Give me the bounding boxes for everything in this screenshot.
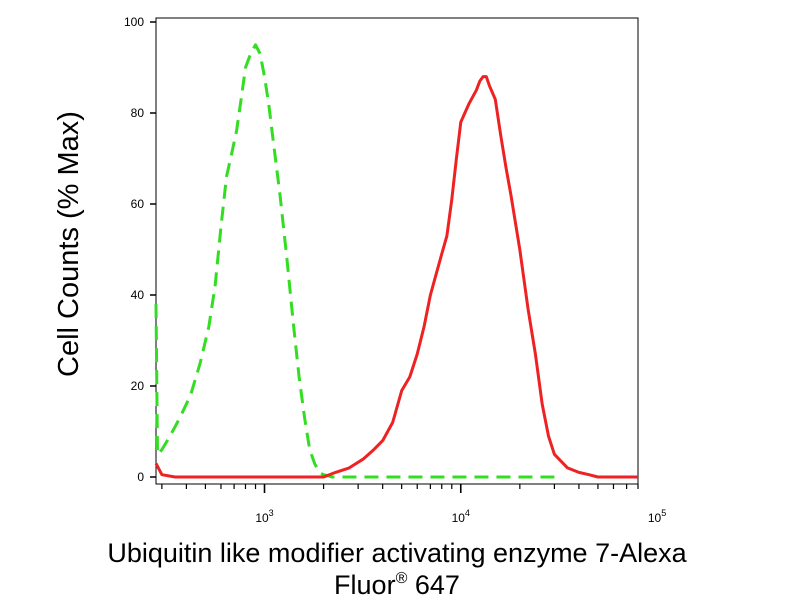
- x-tick-label: 105: [648, 508, 666, 525]
- x-axis-label-line2: Fluor® 647: [334, 570, 460, 600]
- y-tick-label: 100: [124, 15, 144, 29]
- plot-frame: [155, 17, 639, 485]
- y-tick-label: 20: [131, 379, 145, 393]
- y-tick-label: 40: [131, 288, 145, 302]
- control-histogram-line: [154, 43, 555, 479]
- y-tick-label: 80: [131, 106, 145, 120]
- y-axis-label: Cell Counts (% Max): [53, 111, 85, 377]
- x-tick-label: 104: [452, 508, 470, 525]
- x-axis-label: Ubiquitin like modifier activating enzym…: [107, 538, 687, 568]
- y-tick-label: 0: [137, 470, 144, 484]
- x-tick-label: 103: [255, 508, 273, 525]
- sample-histogram-line: [154, 75, 638, 479]
- y-tick-label: 60: [131, 197, 145, 211]
